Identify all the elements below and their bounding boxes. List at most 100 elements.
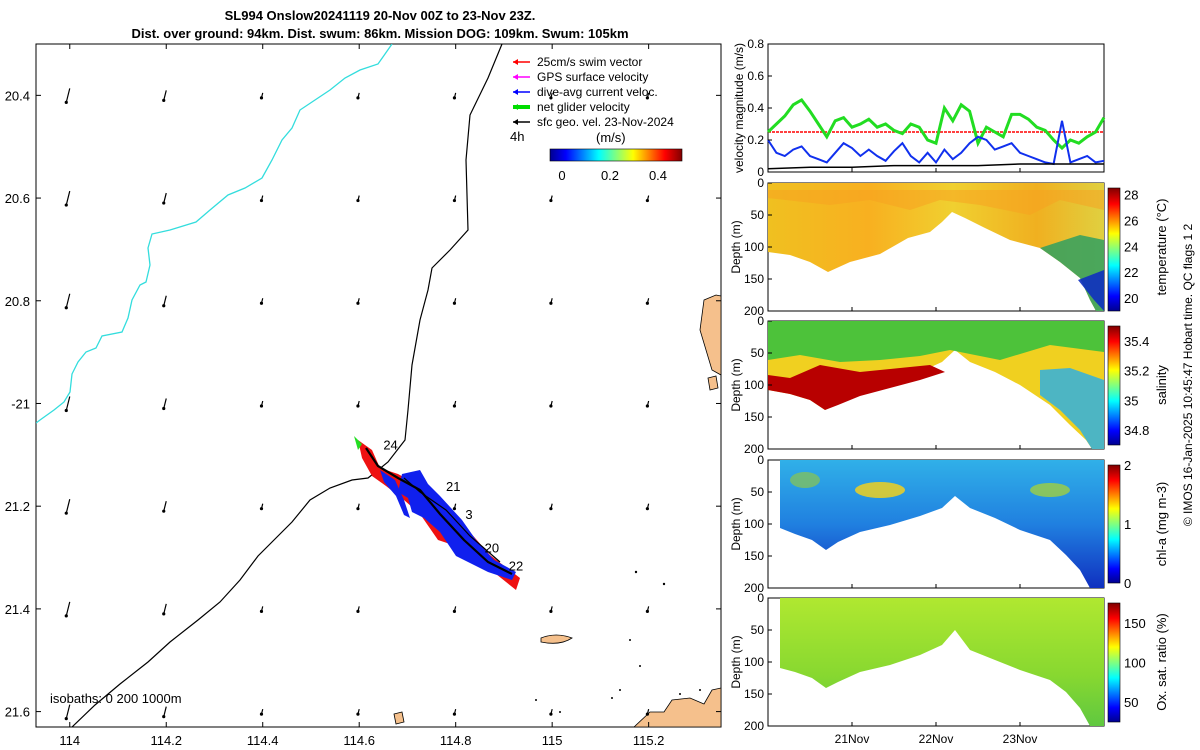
chart-title-line1: SL994 Onslow20241119 20-Nov 00Z to 23-No… <box>224 8 536 23</box>
legend-label: net glider velocity <box>537 100 630 114</box>
map-x-tick-label: 114.6 <box>343 733 375 748</box>
map-y-tick-label: 20.6 <box>5 191 30 206</box>
map-y-tick-label: 21.4 <box>5 602 30 617</box>
colorbar-tick-label: 34.8 <box>1124 423 1149 438</box>
colorbar-tick-label: 35.4 <box>1124 334 1149 349</box>
track-day-label: 24 <box>383 438 397 453</box>
depth-tick-label: 100 <box>744 240 764 254</box>
map-y-tick-label: -21 <box>11 396 30 411</box>
time-tick-label: 21Nov <box>835 732 870 746</box>
geo-velocity-arrow <box>65 396 71 411</box>
geo-velocity-arrow <box>163 706 167 717</box>
glider-track <box>354 436 520 590</box>
map-x-tick-label: 114.4 <box>247 733 279 748</box>
oxygen-colorbar <box>1107 602 1121 723</box>
temperature-colorbar <box>1107 187 1121 312</box>
track-day-label: 22 <box>509 558 523 573</box>
map-x-tick-label: 114 <box>59 733 80 748</box>
track-day-label: 3 <box>465 507 472 522</box>
depth-axis-label: Depth (m) <box>729 635 743 688</box>
footer-credit: © IMOS 16-Jan-2025 10:45:47 Hobart time.… <box>1181 223 1195 527</box>
velocity-panel-frame <box>767 43 1105 173</box>
speed-colorbar <box>549 148 683 162</box>
map-y-tick-label: 20.8 <box>5 294 30 309</box>
velocity-series-line <box>766 98 1106 151</box>
colorbar-tick-label: 28 <box>1124 187 1138 202</box>
depth-tick-label: 100 <box>744 655 764 669</box>
depth-tick-label: 0 <box>757 591 764 605</box>
geo-velocity-arrow <box>65 88 71 103</box>
map-y-tick-label: 21.6 <box>5 705 30 720</box>
colorbar-tick-label: 2 <box>1124 458 1131 473</box>
depth-tick-label: 50 <box>751 485 765 499</box>
geo-velocity-arrow <box>163 295 167 306</box>
colorbar-tick-label: 1 <box>1124 517 1131 532</box>
legend-label: GPS surface velocity <box>537 70 648 84</box>
depth-axis-label: Depth (m) <box>729 358 743 411</box>
geo-velocity-arrow <box>65 601 71 617</box>
velocity-series-line <box>767 120 1105 166</box>
velocity-y-tick-label: 0.8 <box>747 37 764 51</box>
colorbar-tick-label: 0 <box>1124 576 1131 591</box>
time-tick-label: 22Nov <box>919 732 954 746</box>
colorbar-axis-label: Ox. sat. ratio (%) <box>1154 613 1169 711</box>
colorbar-tick-label: 24 <box>1124 239 1138 254</box>
depth-tick-label: 50 <box>751 623 765 637</box>
track-day-label: 21 <box>446 479 460 494</box>
geo-velocity-arrow <box>163 398 167 409</box>
legend-label: 25cm/s swim vector <box>537 55 642 69</box>
map-x-tick-label: 114.2 <box>150 733 182 748</box>
depth-tick-label: 100 <box>744 378 764 392</box>
isobath-note: isobaths: 0 200 1000m <box>50 691 182 706</box>
depth-tick-label: 0 <box>757 314 764 328</box>
isobath-1000m <box>71 44 503 727</box>
land-mass <box>699 294 721 376</box>
colorbar-tick-label: 22 <box>1124 265 1138 280</box>
colorbar-tick-label: 35 <box>1124 393 1138 408</box>
chla-colorbar <box>1107 464 1121 584</box>
geo-velocity-arrow <box>65 499 71 514</box>
colorbar-tick-label: 0.2 <box>601 168 619 183</box>
track-day-label: 20 <box>485 540 499 555</box>
depth-tick-label: 150 <box>744 410 764 424</box>
depth-tick-label: 50 <box>751 346 765 360</box>
velocity-y-tick-label: 0.4 <box>747 101 764 115</box>
velocity-y-tick-label: 0.2 <box>747 133 764 147</box>
colorbar-tick-label: 26 <box>1124 213 1138 228</box>
colorbar-tick-label: 100 <box>1124 656 1146 671</box>
colorbar-axis-label: salinity <box>1154 365 1169 405</box>
chart-title-line2: Dist. over ground: 94km. Dist. swum: 86k… <box>131 26 629 41</box>
colorbar-label: (m/s) <box>596 130 626 145</box>
colorbar-axis-label: chl-a (mg m-3) <box>1154 482 1169 567</box>
colorbar-tick-label: 0 <box>558 168 565 183</box>
geo-velocity-arrow <box>65 704 71 719</box>
legend-label: sfc geo. vel. 23-Nov-2024 <box>537 115 674 129</box>
depth-axis-label: Depth (m) <box>729 497 743 550</box>
depth-tick-label: 0 <box>757 453 764 467</box>
depth-tick-label: 200 <box>744 719 764 733</box>
depth-tick-label: 200 <box>744 442 764 456</box>
map-x-tick-label: 114.8 <box>440 733 472 748</box>
temperature-field <box>768 183 1104 311</box>
salinity-colorbar <box>1107 325 1121 446</box>
depth-tick-label: 0 <box>757 176 764 190</box>
isobath-200m <box>36 44 393 424</box>
colorbar-tick-label: 0.4 <box>649 168 667 183</box>
map-x-tick-label: 115.2 <box>633 733 665 748</box>
depth-tick-label: 200 <box>744 581 764 595</box>
depth-tick-label: 150 <box>744 272 764 286</box>
oxygen-field <box>780 598 1104 726</box>
depth-axis-label: Depth (m) <box>729 220 743 273</box>
velocity-y-tick-label: 0.6 <box>747 69 764 83</box>
map-y-tick-label: 20.4 <box>5 88 30 103</box>
geo-velocity-arrow <box>65 293 71 308</box>
depth-tick-label: 150 <box>744 687 764 701</box>
map-x-tick-label: 115 <box>542 733 563 748</box>
map-y-tick-label: 21.2 <box>5 499 30 514</box>
depth-tick-label: 200 <box>744 304 764 318</box>
geo-velocity-arrow <box>65 190 71 206</box>
colorbar-tick-label: 35.2 <box>1124 364 1149 379</box>
depth-tick-label: 100 <box>744 517 764 531</box>
